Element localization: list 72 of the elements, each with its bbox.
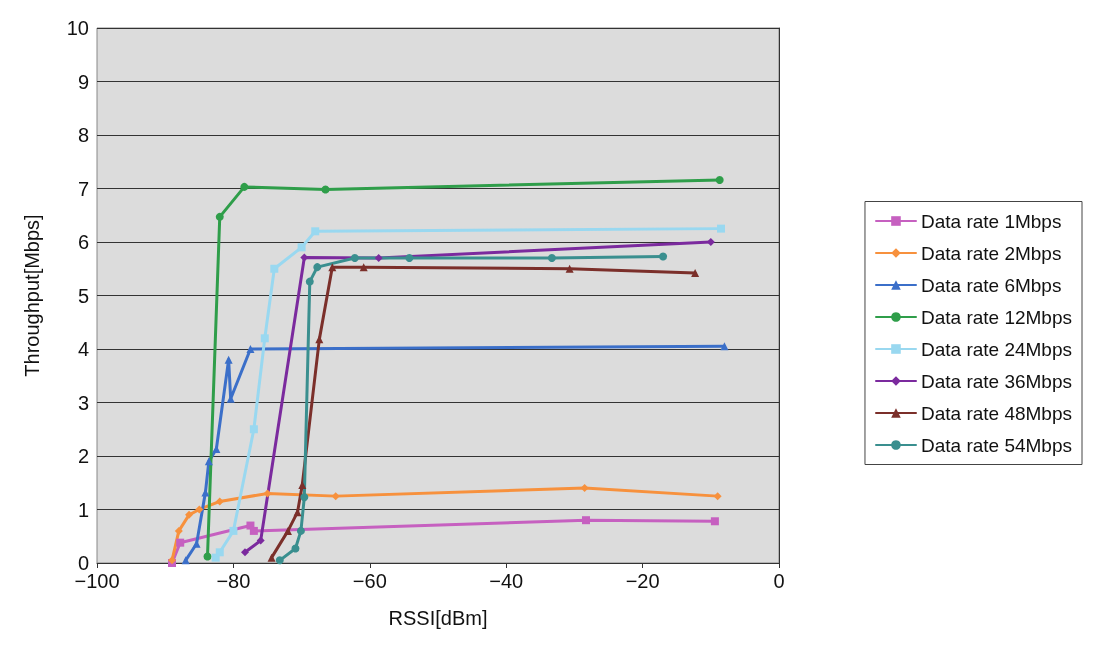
y-tick-label: 4 <box>77 338 89 360</box>
legend-label: Data rate 6Mbps <box>920 274 1062 296</box>
point <box>246 345 255 353</box>
point <box>174 526 183 535</box>
legend-label: Data rate 2Mbps <box>920 242 1062 264</box>
x-axis-title: RSSI[dBm] <box>388 607 488 629</box>
point <box>229 526 238 535</box>
point <box>240 548 249 557</box>
y-axis-title: Throughput[Mbps] <box>21 214 43 377</box>
y-tick-label: 2 <box>77 445 89 467</box>
point <box>565 264 574 273</box>
y-tick-label: 7 <box>77 177 89 200</box>
point <box>405 254 414 263</box>
legend-label: Data rate 1Mbps <box>920 210 1062 232</box>
y-tick-label: 6 <box>77 231 89 253</box>
point <box>260 334 269 343</box>
point <box>215 212 224 221</box>
point <box>321 185 330 194</box>
point <box>374 254 383 263</box>
x-tick-label: −40 <box>489 570 524 592</box>
point <box>263 489 272 498</box>
point <box>240 182 249 191</box>
point <box>215 548 224 557</box>
point <box>275 556 284 565</box>
x-tick-label: 0 <box>773 570 785 592</box>
point <box>359 263 368 272</box>
point <box>256 536 265 545</box>
point <box>581 516 590 525</box>
point <box>691 269 700 278</box>
point <box>185 510 194 519</box>
point <box>547 254 556 263</box>
y-tick-label: 5 <box>77 284 89 307</box>
point <box>249 425 258 434</box>
point <box>297 243 306 252</box>
point <box>305 277 314 286</box>
point <box>176 538 185 547</box>
point <box>713 492 722 501</box>
point <box>720 342 729 351</box>
point <box>203 552 212 561</box>
x-tick-label: −60 <box>352 570 387 592</box>
point <box>195 505 204 514</box>
point <box>291 544 300 553</box>
point <box>659 252 668 261</box>
legend-label: Data rate 48Mbps <box>920 402 1073 424</box>
point <box>300 493 309 502</box>
point <box>717 224 726 233</box>
point <box>313 263 322 272</box>
y-tick-label: 10 <box>66 17 89 39</box>
point <box>267 553 276 562</box>
point <box>283 526 292 535</box>
point <box>331 492 340 501</box>
y-tick-label: 8 <box>77 124 89 146</box>
point <box>270 264 279 273</box>
x-tick-label: −20 <box>625 570 660 592</box>
point <box>350 254 359 263</box>
point <box>715 175 724 184</box>
legend-label: Data rate 36Mbps <box>920 370 1073 392</box>
point <box>215 497 224 506</box>
legend-label: Data rate 54Mbps <box>920 434 1073 456</box>
y-tick-label: 9 <box>77 70 89 93</box>
legend-label: Data rate 12Mbps <box>920 306 1073 328</box>
point <box>311 227 320 236</box>
point <box>224 355 233 364</box>
point <box>296 526 305 535</box>
point <box>580 484 589 493</box>
point <box>710 517 719 526</box>
y-tick-label: 1 <box>77 498 89 521</box>
y-tick-label: 3 <box>77 391 89 414</box>
legend-label: Data rate 24Mbps <box>920 338 1073 360</box>
point <box>212 445 221 454</box>
x-tick-label: −80 <box>216 570 251 592</box>
point <box>249 526 258 535</box>
